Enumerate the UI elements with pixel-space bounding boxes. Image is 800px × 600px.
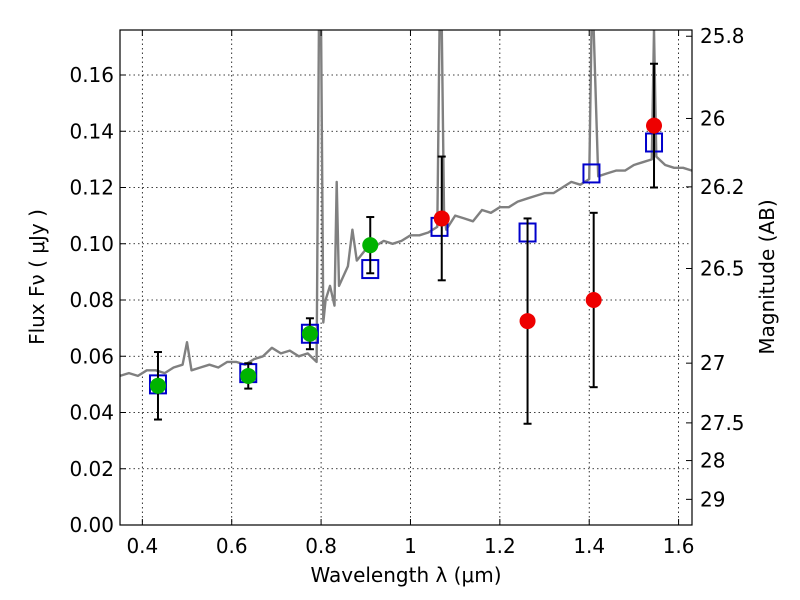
y2-tick-label: 27.5 [700,411,745,435]
y2-tick-label: 29 [700,487,725,511]
x-tick-label: 0.4 [126,534,158,558]
plot-area-background [120,30,692,525]
grid [120,30,692,525]
y-tick-label: 0.02 [69,457,114,481]
photometry-point [240,367,257,384]
photometry-point [585,292,602,308]
photometry-point [433,210,450,227]
y-tick-label: 0.04 [69,401,114,425]
y-axis: 0.00 0.02 0.04 0.06 0.08 0.10 0.12 0.14 0.16 [69,63,126,537]
plot-frame [119,29,693,526]
photometry-point [646,117,663,134]
photometry-point [149,377,166,394]
y-tick-label: 0.00 [69,513,114,537]
photometry-point [519,313,536,330]
x-axis: 0.4 0.6 0.8 1 1.2 1.4 1.6 [126,30,695,558]
x-tick-label: 0.8 [305,534,337,558]
y-tick-label: 0.12 [69,176,114,200]
y2-axis-title: Magnitude (AB) [755,199,779,354]
y2-axis: 25.8 26 26.2 26.5 27 27.5 28 29 [686,24,745,511]
x-tick-label: 1 [404,534,417,558]
x-tick-label: 1.2 [484,534,516,558]
photometry-point [362,237,379,254]
x-tick-label: 1.4 [573,534,605,558]
y2-tick-label: 26.5 [700,256,745,280]
spectrum-line [120,30,692,378]
y-tick-label: 0.08 [69,288,114,312]
y2-tick-label: 25.8 [700,24,745,48]
y-axis-title: Flux Fν ( μJy ) [25,209,49,345]
y2-tick-label: 28 [700,449,725,473]
photometry-point [301,325,318,342]
y-tick-label: 0.14 [69,119,114,143]
x-tick-label: 0.6 [216,534,248,558]
y-tick-label: 0.06 [69,344,114,368]
photometry-markers [148,62,664,425]
y-tick-label: 0.16 [69,63,114,87]
spectrum-series [120,30,692,378]
x-axis-title: Wavelength λ (μm) [310,563,501,587]
x-tick-label: 1.6 [663,534,695,558]
model-square-marker [582,163,601,184]
y-tick-label: 0.10 [69,232,114,256]
y2-tick-label: 26.2 [700,175,745,199]
y2-tick-label: 26 [700,106,725,130]
y2-tick-label: 27 [700,351,725,375]
